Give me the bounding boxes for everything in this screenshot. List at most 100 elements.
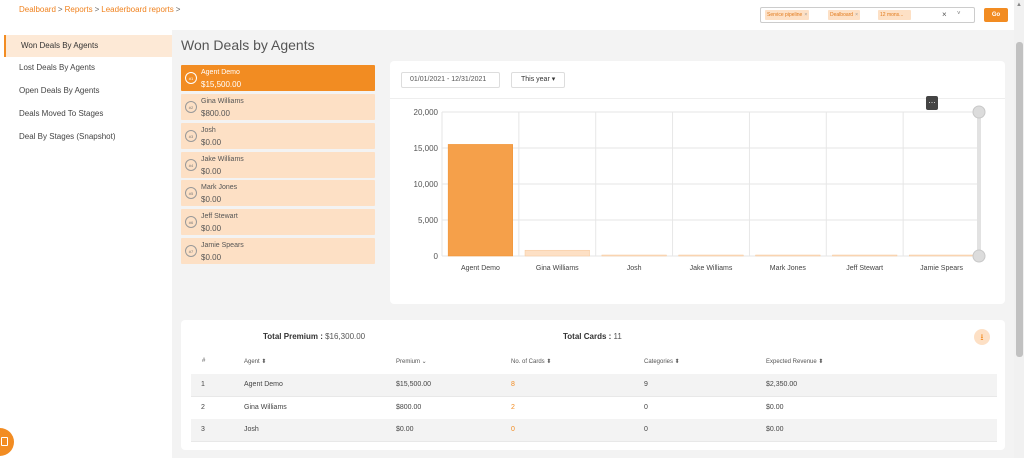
chart-menu-icon[interactable]: … [926, 96, 938, 110]
agent-value: $0.00 [201, 195, 222, 204]
breadcrumb: Dealboard > Reports > Leaderboard reports > [19, 5, 182, 14]
rank-badge: #1 [185, 72, 197, 84]
breadcrumb-reports[interactable]: Reports [64, 5, 93, 14]
filter-chip-dealboard[interactable]: Dealboard × [828, 10, 860, 20]
y-tick-label: 5,000 [418, 216, 439, 225]
agent-value: $0.00 [201, 138, 222, 147]
chip-label: 12 mons... [880, 12, 904, 18]
breadcrumb-separator: > [94, 5, 100, 14]
range-slider-bottom-handle [972, 249, 986, 263]
column-header-expected-revenue[interactable]: Expected Revenue ⬍ [766, 359, 824, 365]
range-slider-track [977, 112, 981, 256]
rank-badge: #4 [185, 159, 197, 171]
row-divider [191, 441, 997, 442]
agent-card[interactable]: #6 Jeff Stewart $0.00 [181, 209, 375, 235]
agent-name: Jamie Spears [201, 242, 244, 249]
total-premium-label: Total Premium : [263, 332, 323, 341]
chart-bar [909, 254, 975, 257]
agent-card[interactable]: #5 Mark Jones $0.00 [181, 180, 375, 206]
agent-card[interactable]: #7 Jamie Spears $0.00 [181, 238, 375, 264]
table-row: 3 Josh $0.00 0 0 $0.00 [191, 419, 997, 441]
go-button[interactable]: Go [984, 8, 1008, 22]
chat-icon[interactable] [0, 428, 14, 456]
total-cards-label: Total Cards : [563, 332, 612, 341]
chip-label: Dealboard [830, 12, 854, 18]
cell-categories: 0 [644, 404, 648, 411]
chart-bar [524, 249, 590, 257]
rank-badge: #5 [185, 187, 197, 199]
chip-remove-icon[interactable]: × [804, 12, 808, 18]
sidebar-item-open-deals[interactable]: Open Deals By Agents [19, 86, 100, 95]
table-panel: Total Premium : $16,300.00 Total Cards :… [181, 320, 1005, 450]
agent-name: Gina Williams [201, 98, 244, 105]
column-header-cards[interactable]: No. of Cards ⬍ [511, 359, 552, 365]
chart-bar [755, 254, 821, 257]
breadcrumb-leaderboard-reports[interactable]: Leaderboard reports [101, 5, 174, 14]
y-tick-label: 0 [434, 252, 439, 261]
page-scrollbar[interactable]: ▲ [1014, 0, 1024, 458]
cell-premium: $0.00 [396, 426, 414, 433]
agent-card[interactable]: #1 Agent Demo $15,500.00 [181, 65, 375, 91]
cell-cards-link[interactable]: 0 [511, 426, 515, 433]
clear-icon[interactable]: × [942, 10, 947, 19]
table-row: 2 Gina Williams $800.00 2 0 $0.00 [191, 397, 997, 419]
sidebar-item-lost-deals[interactable]: Lost Deals By Agents [19, 63, 96, 72]
agent-name: Jake Williams [201, 156, 244, 163]
cell-agent: Agent Demo [244, 381, 283, 388]
chevron-down-icon[interactable]: ˅ [957, 11, 961, 17]
scrollbar-thumb[interactable] [1016, 42, 1023, 357]
rank-badge: #3 [185, 130, 197, 142]
rank-badge: #2 [185, 101, 197, 113]
chip-label: Service pipeline [767, 12, 803, 18]
agent-value: $800.00 [201, 109, 230, 118]
page-title: Won Deals by Agents [181, 37, 315, 53]
period-select[interactable]: This year ▾ [511, 72, 565, 88]
total-cards-value: 11 [613, 332, 622, 341]
column-header-categories[interactable]: Categories ⬍ [644, 359, 680, 365]
filter-chip-pipeline[interactable]: Service pipeline × [765, 10, 810, 20]
cell-cards-link[interactable]: 8 [511, 381, 515, 388]
cell-expected-revenue: $0.00 [766, 426, 784, 433]
cell-agent: Gina Williams [244, 404, 287, 411]
sidebar: Won Deals By Agents Lost Deals By Agents… [0, 30, 172, 458]
divider [390, 98, 1005, 99]
total-premium: Total Premium : $16,300.00 [263, 332, 365, 341]
table-row: 1 Agent Demo $15,500.00 8 9 $2,350.00 [191, 374, 997, 396]
chip-remove-icon[interactable]: × [855, 12, 858, 18]
date-range-picker[interactable]: 01/01/2021 - 12/31/2021 [401, 72, 500, 88]
x-tick-label: Jake Williams [690, 265, 733, 272]
cell-rank: 2 [201, 404, 205, 411]
x-tick-label: Gina Williams [536, 265, 579, 272]
bar-chart: 0 5,000 10,000 15,000 20,000 Agent Demo Gina W… [414, 105, 986, 272]
y-tick-label: 20,000 [414, 108, 439, 117]
agent-card[interactable]: #3 Josh $0.00 [181, 123, 375, 149]
cell-rank: 1 [201, 381, 205, 388]
breadcrumb-dealboard[interactable]: Dealboard [19, 5, 56, 14]
sidebar-item-won-deals[interactable]: Won Deals By Agents [4, 35, 172, 57]
x-tick-label: Jamie Spears [920, 265, 963, 272]
agent-card[interactable]: #2 Gina Williams $800.00 [181, 94, 375, 120]
chart-bar [678, 254, 744, 257]
agent-card[interactable]: #4 Jake Williams $0.00 [181, 152, 375, 178]
agent-value: $0.00 [201, 224, 222, 233]
scroll-up-icon[interactable]: ▲ [1016, 2, 1022, 8]
cell-premium: $800.00 [396, 404, 422, 411]
filter-select[interactable]: Service pipeline × Dealboard × 12 mons... … [760, 7, 975, 23]
download-icon[interactable]: ⭳ [974, 329, 990, 345]
sidebar-item-deal-by-stages[interactable]: Deal By Stages (Snapshot) [19, 132, 116, 141]
agent-value: $0.00 [201, 253, 222, 262]
cell-categories: 9 [644, 381, 648, 388]
range-slider-top-handle [972, 105, 986, 119]
column-header-premium[interactable]: Premium ⌄ [396, 359, 427, 365]
cell-categories: 0 [644, 426, 648, 433]
column-header-rank: # [202, 358, 206, 364]
sidebar-item-deals-moved[interactable]: Deals Moved To Stages [19, 109, 104, 118]
cell-cards-link[interactable]: 2 [511, 404, 515, 411]
column-header-agent[interactable]: Agent ⬍ [244, 359, 267, 365]
cell-expected-revenue: $2,350.00 [766, 381, 798, 388]
chart-bar [832, 254, 898, 257]
cell-agent: Josh [244, 426, 259, 433]
agent-value: $15,500.00 [201, 80, 242, 89]
agent-name: Mark Jones [201, 184, 238, 191]
filter-chip-period[interactable]: 12 mons... [878, 10, 911, 20]
